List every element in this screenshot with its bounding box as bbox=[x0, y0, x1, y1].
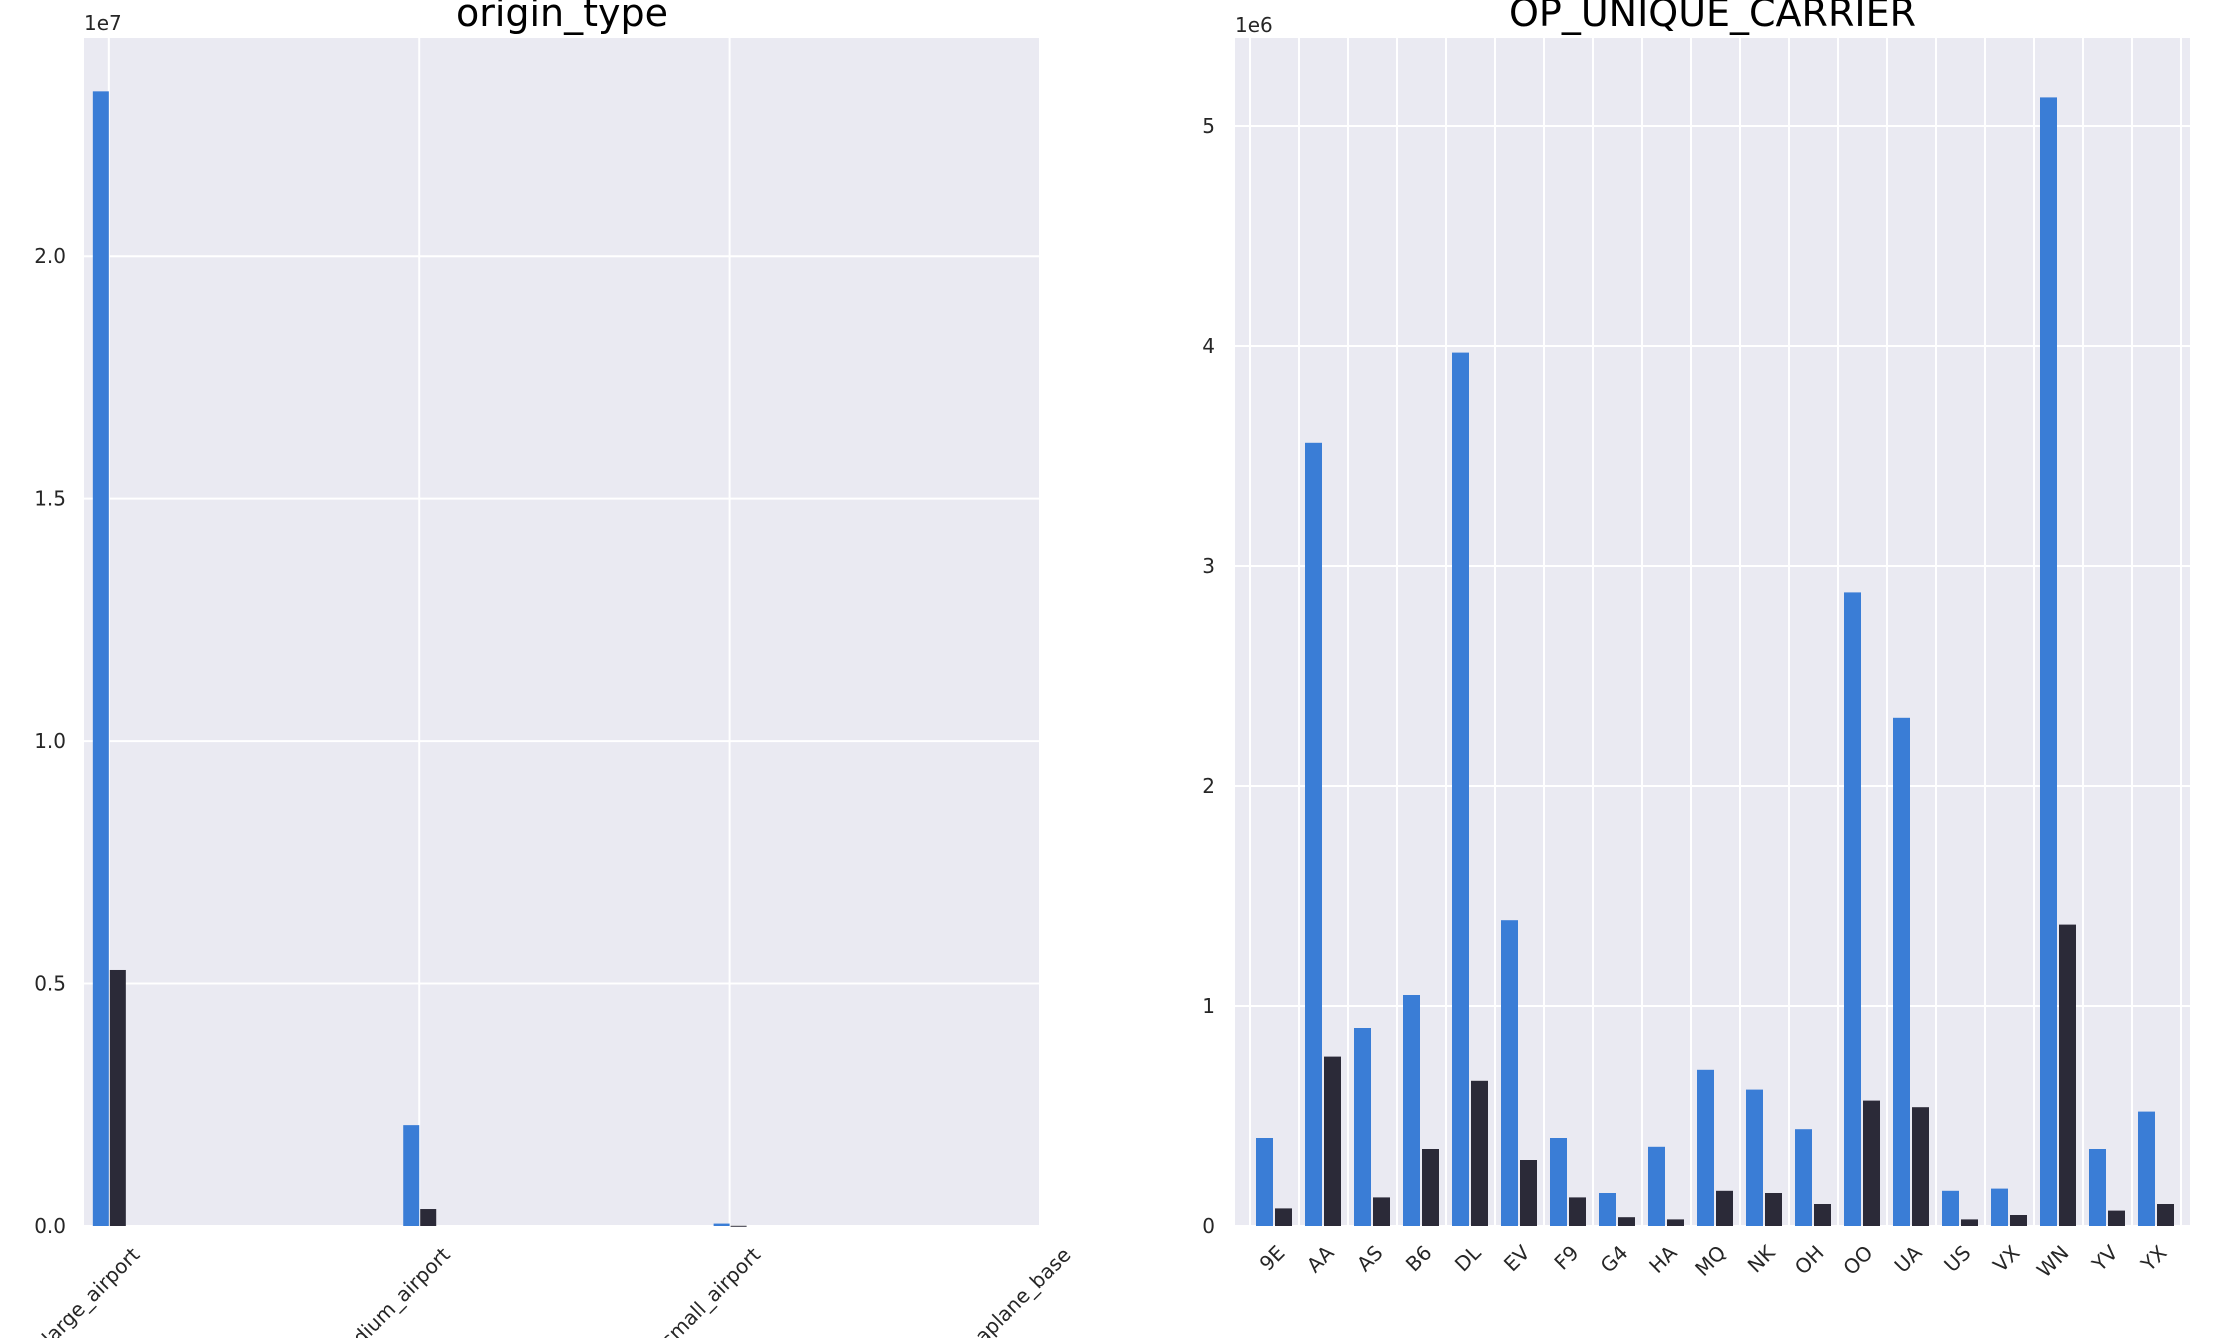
bar-series-1-9E bbox=[1256, 1138, 1273, 1226]
x-tick-label: WN bbox=[2032, 1241, 2074, 1283]
x-tick-label: AA bbox=[1302, 1240, 1339, 1277]
x-tick-label: B6 bbox=[1401, 1241, 1437, 1277]
bar-series-1-UA bbox=[1893, 717, 1910, 1226]
bar-series-2-NK bbox=[1765, 1193, 1782, 1226]
y-tick-label: 1 bbox=[1202, 994, 1215, 1018]
bar-series-2-UA bbox=[1912, 1107, 1929, 1226]
bar-series-1-B6 bbox=[1403, 995, 1420, 1226]
bar-series-1-YX bbox=[2138, 1111, 2155, 1226]
bar-series-2-OH bbox=[1814, 1204, 1831, 1226]
bar-series-1-AS bbox=[1354, 1028, 1371, 1226]
x-tick-label: DL bbox=[1450, 1240, 1486, 1276]
bar-series-1-OO bbox=[1844, 592, 1861, 1226]
bar-series-2-AS bbox=[1373, 1197, 1390, 1226]
y-tick-label: 1.0 bbox=[34, 729, 66, 753]
bar-series-2-AA bbox=[1324, 1056, 1341, 1226]
chart-title: OP_UNIQUE_CARRIER bbox=[1509, 0, 1916, 35]
x-tick-label: G4 bbox=[1596, 1241, 1633, 1278]
bar-series-2-WN bbox=[2059, 924, 2076, 1226]
bar-series-1-medium_airport bbox=[403, 1125, 420, 1226]
x-tick-label: YV bbox=[2087, 1240, 2123, 1276]
plot-area bbox=[84, 38, 1040, 1226]
y-tick-label: 0.5 bbox=[34, 972, 66, 996]
y-tick-label: 2.0 bbox=[34, 244, 66, 268]
y-tick-label: 3 bbox=[1202, 554, 1215, 578]
bar-series-2-YX bbox=[2157, 1204, 2174, 1226]
x-tick-label: 9E bbox=[1255, 1241, 1290, 1276]
bar-series-1-WN bbox=[2040, 97, 2057, 1226]
bar-series-1-small_airport bbox=[713, 1223, 730, 1226]
x-tick-label: AS bbox=[1352, 1241, 1388, 1277]
bar-series-1-large_airport bbox=[92, 91, 109, 1227]
x-tick-label: OH bbox=[1790, 1241, 1829, 1280]
bar-series-2-F9 bbox=[1569, 1197, 1586, 1226]
bar-series-1-MQ bbox=[1697, 1069, 1714, 1226]
chart-op-unique-carrier: 0 1 2 3 4 5 1e6 OP_UNIQUE_CARRIER 9E AA AS B6 DL EV F9… bbox=[1202, 0, 2190, 1282]
x-tick-label: EV bbox=[1499, 1240, 1535, 1276]
x-tick-label: NK bbox=[1743, 1240, 1780, 1277]
bar-series-1-NK bbox=[1746, 1089, 1763, 1226]
y-tick-label: 2 bbox=[1202, 774, 1215, 798]
x-tick-label: YX bbox=[2136, 1240, 2172, 1276]
y-tick-label: 0 bbox=[1202, 1214, 1215, 1238]
bar-series-2-B6 bbox=[1422, 1149, 1439, 1226]
bar-series-1-VX bbox=[1991, 1188, 2008, 1226]
bar-series-2-9E bbox=[1275, 1208, 1292, 1226]
x-tick-label: MQ bbox=[1690, 1241, 1730, 1281]
bar-series-2-VX bbox=[2010, 1215, 2027, 1226]
bar-series-2-MQ bbox=[1716, 1190, 1733, 1226]
x-tick-label: UA bbox=[1890, 1240, 1927, 1277]
bar-series-2-OO bbox=[1863, 1100, 1880, 1226]
x-tick-label: US bbox=[1939, 1241, 1975, 1277]
x-tick-label: VX bbox=[1988, 1240, 2025, 1277]
bar-series-2-YV bbox=[2108, 1210, 2125, 1226]
x-tick-label: small_airport bbox=[656, 1242, 765, 1338]
y-tick-label: 0.0 bbox=[34, 1214, 66, 1238]
bar-series-1-US bbox=[1942, 1190, 1959, 1226]
bar-series-2-HA bbox=[1667, 1219, 1684, 1226]
bar-series-1-AA bbox=[1305, 442, 1322, 1226]
chart-origin-type: 0.0 0.5 1.0 1.5 2.0 1e7 origin_type large_airpo… bbox=[34, 0, 1075, 1338]
bar-series-1-G4 bbox=[1599, 1193, 1616, 1226]
y-tick-label: 5 bbox=[1202, 114, 1215, 138]
x-tick-label: aplane_base bbox=[970, 1243, 1076, 1338]
x-tick-label: F9 bbox=[1549, 1241, 1583, 1275]
x-tick-label: large_airport bbox=[37, 1242, 144, 1338]
bar-series-2-US bbox=[1961, 1219, 1978, 1226]
bar-series-2-large_airport bbox=[109, 969, 126, 1226]
y-offset-label: 1e7 bbox=[84, 11, 122, 35]
bar-series-2-medium_airport bbox=[420, 1209, 437, 1226]
bar-series-2-EV bbox=[1520, 1160, 1537, 1226]
y-offset-label: 1e6 bbox=[1235, 13, 1273, 37]
bar-series-2-DL bbox=[1471, 1080, 1488, 1226]
bar-series-1-DL bbox=[1452, 352, 1469, 1227]
x-tick-label: HA bbox=[1644, 1240, 1682, 1278]
bar-series-2-G4 bbox=[1618, 1217, 1635, 1226]
plot-area bbox=[1235, 38, 2190, 1226]
bar-series-1-YV bbox=[2089, 1149, 2106, 1226]
y-tick-label: 1.5 bbox=[34, 487, 66, 511]
bar-series-1-OH bbox=[1795, 1129, 1812, 1226]
bar-series-1-F9 bbox=[1550, 1138, 1567, 1226]
chart-title: origin_type bbox=[456, 0, 668, 35]
bar-series-1-EV bbox=[1501, 920, 1518, 1226]
x-tick-label: OO bbox=[1838, 1241, 1877, 1280]
bar-series-2-small_airport bbox=[730, 1225, 747, 1227]
x-tick-label: dium_airport bbox=[348, 1242, 455, 1338]
y-tick-label: 4 bbox=[1202, 334, 1215, 358]
bar-series-1-HA bbox=[1648, 1146, 1665, 1226]
